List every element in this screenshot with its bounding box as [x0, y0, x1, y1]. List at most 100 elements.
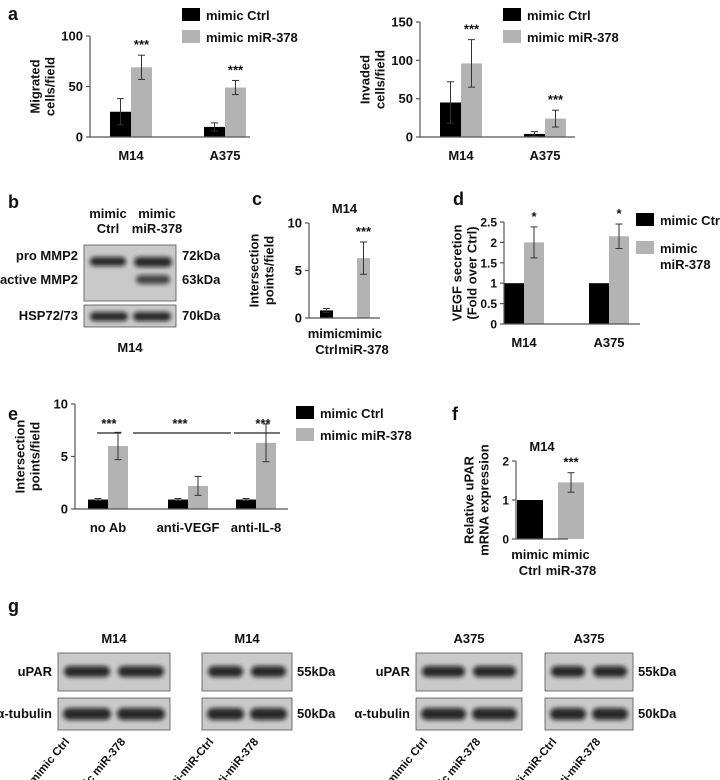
bar [256, 442, 276, 509]
y-tick-label: 100 [61, 29, 83, 44]
x-tick-label: miR-378 [546, 563, 597, 578]
bar [609, 236, 629, 324]
blot-band [472, 708, 517, 720]
panel-letter-f: f [452, 404, 459, 424]
blot-band [63, 708, 111, 720]
significance-mark: *** [255, 416, 271, 431]
bar [517, 500, 543, 539]
y-tick-label: 0 [61, 502, 68, 517]
significance-mark: * [616, 206, 622, 221]
x-tick-label: anti-IL-8 [231, 520, 282, 535]
blot-band [250, 708, 287, 720]
blot-row-label: pro MMP2 [16, 248, 78, 263]
y-tick-label: 0 [502, 533, 509, 547]
blot-band [90, 312, 128, 321]
significance-mark: *** [101, 416, 117, 431]
blot-membrane [83, 244, 177, 302]
blot-block-title: M14 [234, 631, 260, 646]
chart-c: mimicCtrl***mimicmiR-378M140510Intersect… [247, 201, 389, 357]
x-tick-label: anti-VEGF [157, 520, 220, 535]
significance-mark: * [531, 209, 537, 224]
x-tick-label: mimic [345, 326, 383, 341]
blot-block-title: A375 [453, 631, 484, 646]
blot-size-label: 50kDa [297, 706, 336, 721]
blot-band [422, 666, 465, 677]
blot-tubulin [201, 697, 293, 731]
x-tick-label: mimic [308, 326, 346, 341]
chart-title: M14 [332, 201, 358, 216]
panel-letter-c: c [252, 189, 262, 209]
blot-block-title: A375 [573, 631, 604, 646]
significance-mark: *** [172, 416, 188, 431]
legend-swatch [296, 428, 314, 441]
x-tick-label: Ctrl [519, 563, 541, 578]
y-axis-label: points/field [262, 236, 277, 305]
significance-mark: *** [134, 37, 150, 52]
bar [545, 118, 566, 137]
blot-lane-label: anti-miR-Ctrl [162, 736, 216, 780]
blot-row-label: α-tubulin [0, 706, 52, 721]
bar [504, 283, 524, 324]
lane-header: miR-378 [132, 221, 183, 236]
blot-band [251, 666, 286, 677]
legend-swatch [296, 406, 314, 419]
x-tick-label: A375 [529, 148, 560, 163]
bar [168, 499, 188, 509]
y-tick-label: 0 [406, 130, 413, 145]
bar [225, 87, 246, 137]
blot-band [136, 275, 170, 284]
legend-label: mimic Ctrl [206, 8, 270, 23]
x-tick-label: A375 [209, 148, 240, 163]
x-tick-label: mimic [511, 547, 549, 562]
blot-size-label: 55kDa [297, 664, 336, 679]
panel-letter-a: a [8, 4, 19, 24]
blot-row-label: uPAR [18, 664, 53, 679]
blot-tubulin [57, 697, 171, 731]
lane-header: mimic [89, 206, 127, 221]
legend-swatch [503, 8, 521, 21]
blot-size-label: 50kDa [638, 706, 677, 721]
panel-letter-d: d [453, 189, 464, 209]
y-tick-label: 2 [502, 455, 509, 469]
legend-swatch [182, 8, 200, 21]
y-axis-label: mRNA expression [477, 444, 492, 556]
blot-tubulin [415, 697, 523, 731]
blot-lane-label: anti-miR-378 [208, 736, 262, 780]
bar [236, 499, 256, 509]
legend-label: miR-378 [660, 257, 711, 272]
y-tick-label: 2.5 [480, 216, 497, 230]
y-axis-label: Invaded [358, 55, 373, 104]
blot-cell-line: M14 [117, 340, 143, 355]
blot-lane-label: mimic Ctrl [385, 736, 430, 780]
legend-swatch [503, 30, 521, 43]
significance-mark: *** [228, 62, 244, 77]
blot-membrane [83, 304, 177, 328]
bar [357, 258, 370, 318]
y-axis-label: VEGF secretion [450, 225, 465, 322]
blot-band [133, 312, 171, 321]
y-tick-label: 0 [295, 311, 302, 326]
significance-mark: *** [563, 455, 579, 470]
panel-letter-g: g [8, 596, 19, 616]
blot-lane-label: mimic Ctrl [27, 736, 72, 780]
y-axis-label: points/field [28, 422, 43, 491]
y-tick-label: 5 [61, 449, 68, 464]
bar [461, 63, 482, 137]
blot-band [90, 257, 126, 266]
x-tick-label: M14 [448, 148, 474, 163]
legend-swatch [182, 30, 200, 43]
y-tick-label: 5 [295, 263, 302, 278]
lane-header: Ctrl [97, 221, 119, 236]
y-axis-label: (Fold over Ctrl) [465, 226, 480, 319]
blot-upar [201, 652, 293, 692]
legend-label: mimic miR-378 [320, 428, 412, 443]
blot-tubulin [544, 697, 634, 731]
y-axis-label: Intersection [13, 420, 28, 494]
bar [589, 283, 609, 324]
